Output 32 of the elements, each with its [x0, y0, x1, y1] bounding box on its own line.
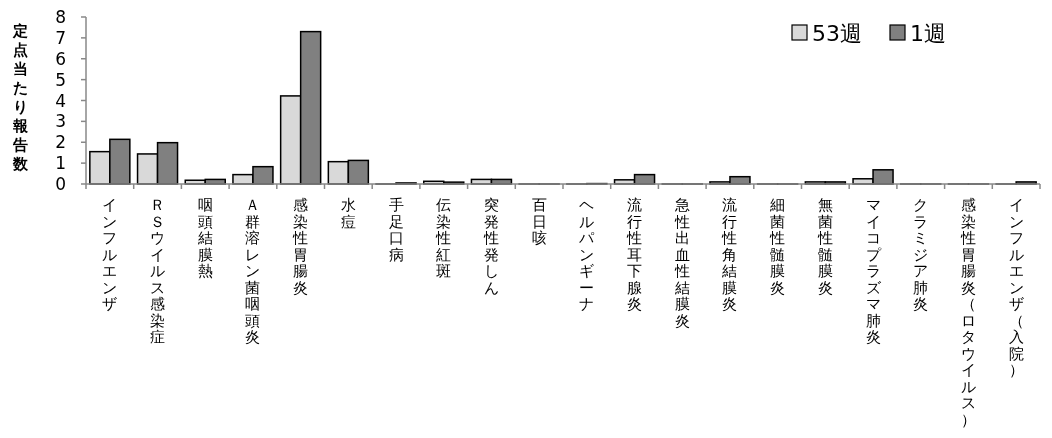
category-label: マイコプラズマ肺炎	[865, 196, 881, 346]
category-label: インフルエンザ（入院）	[1008, 196, 1024, 379]
x-tick-label: 感染性胃腸炎	[292, 196, 309, 297]
x-tick-label: 無菌性髄膜炎	[816, 196, 833, 297]
category-label: 感染性胃腸炎（ロタウイルス）	[960, 196, 976, 429]
x-tick-label: 百日咳	[531, 196, 547, 247]
y-tick-label: 6	[55, 48, 66, 69]
x-tick-label: クラミジア肺炎	[913, 196, 929, 313]
category-label: ＲＳウイルス感染症	[150, 196, 166, 346]
x-tick-label: 咽頭結膜熱	[196, 196, 213, 280]
y-tick-label: 7	[55, 27, 66, 48]
x-tick-label: 流行性角結膜炎	[721, 196, 738, 313]
y-tick-label: 3	[55, 111, 66, 132]
x-tick-label: 突発性発しん	[482, 196, 499, 297]
y-axis-title: 定点当たり報告数	[11, 22, 29, 173]
y-tick-label: 5	[55, 69, 66, 90]
y-tick-label: 4	[55, 90, 66, 111]
x-tick-label: ヘルパンギーナ	[578, 196, 596, 313]
y-tick-label: 8	[55, 7, 66, 27]
y-tick-label: 1	[55, 153, 66, 174]
legend-label: 1週	[910, 21, 946, 46]
x-tick-label: 伝染性紅斑	[435, 196, 452, 280]
legend-label: 53週	[812, 21, 862, 46]
x-tick-label: 手足口病	[388, 196, 404, 264]
x-tick-label: 流行性耳下腺炎	[626, 196, 643, 313]
x-tick-label: 水痘	[340, 196, 356, 231]
x-tick-label: インフルエンザ	[102, 196, 118, 313]
x-tick-label: 急性出血性結膜炎	[673, 196, 690, 330]
y-tick-label: 2	[55, 132, 66, 153]
x-tick-label: 細菌性髄膜炎	[769, 196, 786, 297]
category-label: Ａ群溶レン菌咽頭炎	[245, 196, 261, 346]
y-tick-label: 0	[55, 174, 66, 194]
